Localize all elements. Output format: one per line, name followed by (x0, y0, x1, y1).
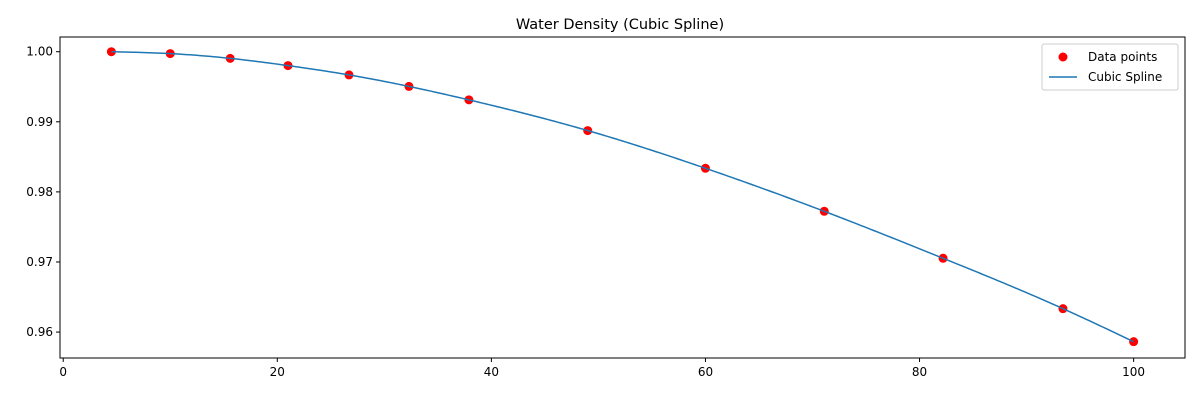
data-point (1129, 337, 1139, 347)
y-tick-label: 1.00 (26, 45, 53, 59)
y-tick-label: 0.98 (26, 185, 53, 199)
x-tick-label: 0 (59, 365, 67, 379)
x-tick-label: 80 (912, 365, 927, 379)
y-tick-label: 0.97 (26, 255, 53, 269)
x-tick-label: 60 (698, 365, 713, 379)
legend-data-points-label: Data points (1088, 50, 1157, 64)
legend: Data points Cubic Spline (1041, 43, 1179, 91)
legend-cubic-spline-label: Cubic Spline (1088, 70, 1162, 84)
cubic-spline-line (111, 50, 1134, 343)
legend-box (1041, 43, 1179, 91)
x-tick-label: 20 (270, 365, 285, 379)
x-tick-label: 100 (1122, 365, 1145, 379)
plot-area (106, 47, 1139, 347)
chart-title: Water Density (Cubic Spline) (516, 17, 724, 33)
axes-frame (59, 36, 1186, 359)
x-tick-label: 40 (484, 365, 499, 379)
y-tick-label: 0.99 (26, 115, 53, 129)
axes: 0 20 40 60 80 100 0.96 0.97 0.98 0.99 1.00 (26, 36, 1186, 379)
legend-data-points-marker (1058, 52, 1068, 62)
y-tick-label: 0.96 (26, 325, 53, 339)
data-point (106, 47, 116, 57)
